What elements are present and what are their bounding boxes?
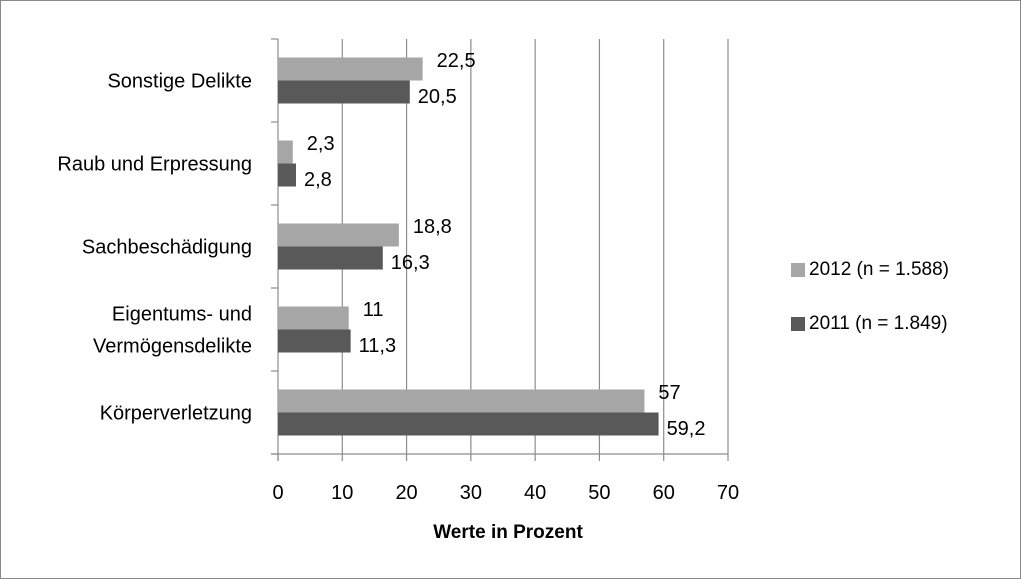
legend-swatch-2011: [791, 317, 805, 331]
bar-2012-2: [278, 223, 399, 247]
data-label-2011-0: 59,2: [667, 418, 706, 440]
bar-2011-3: [278, 163, 296, 187]
data-label-2012-0: 57: [658, 382, 680, 404]
legend-item-2011: 2011 (n = 1.849): [791, 313, 948, 335]
data-label-2012-3: 2,3: [307, 133, 335, 155]
bar-2011-4: [278, 80, 410, 104]
legend-label-2012: 2012 (n = 1.588): [809, 259, 949, 280]
data-label-2012-2: 18,8: [413, 216, 452, 238]
bar-2012-3: [278, 140, 293, 164]
category-label-1-line-0: Eigentums- und: [112, 304, 252, 326]
x-tick-label-6: 60: [653, 482, 675, 504]
bar-2012-4: [278, 57, 423, 81]
legend-item-2012: 2012 (n = 1.588): [791, 259, 949, 281]
bar-2011-1: [278, 329, 351, 353]
x-tick-label-1: 10: [331, 482, 353, 504]
data-label-2011-3: 2,8: [304, 169, 332, 191]
x-tick-label-3: 30: [460, 482, 482, 504]
bar-2011-0: [278, 412, 659, 436]
legend-swatch-2012: [791, 263, 805, 277]
x-tick-label-4: 40: [524, 482, 546, 504]
bar-2012-1: [278, 306, 349, 330]
data-label-2011-2: 16,3: [391, 252, 430, 274]
bar-2012-0: [278, 389, 645, 413]
data-label-2012-4: 22,5: [437, 50, 476, 72]
x-tick-label-0: 0: [272, 482, 283, 504]
data-label-2011-1: 11,3: [359, 335, 396, 357]
x-tick-label-5: 50: [588, 482, 610, 504]
category-label-0: Körperverletzung: [100, 403, 252, 425]
category-label-2: Sachbeschädigung: [82, 237, 252, 259]
category-label-1-line-1: Vermögensdelikte: [93, 336, 252, 358]
x-tick-label-2: 20: [395, 482, 417, 504]
data-label-2011-4: 20,5: [418, 86, 457, 108]
category-label-3: Raub und Erpressung: [57, 154, 252, 176]
x-tick-label-7: 70: [717, 482, 739, 504]
legend-label-2011: 2011 (n = 1.849): [809, 313, 948, 334]
x-axis-title: Werte in Prozent: [433, 522, 583, 543]
data-label-2012-1: 11: [363, 299, 384, 321]
bar-2011-2: [278, 246, 383, 270]
category-label-4: Sonstige Delikte: [107, 71, 252, 93]
